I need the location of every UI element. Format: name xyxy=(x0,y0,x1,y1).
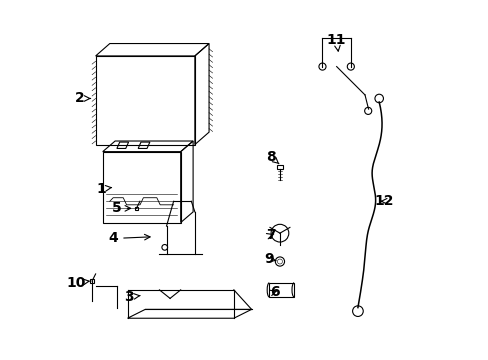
Bar xyxy=(134,207,138,210)
Text: 7: 7 xyxy=(266,228,275,242)
Text: 12: 12 xyxy=(374,194,393,208)
Text: 5: 5 xyxy=(112,201,130,215)
Text: 3: 3 xyxy=(124,290,140,304)
Text: 1: 1 xyxy=(96,182,111,196)
Text: 2: 2 xyxy=(75,91,90,105)
Text: 8: 8 xyxy=(265,150,278,164)
Bar xyxy=(269,283,293,297)
Text: 4: 4 xyxy=(108,231,150,246)
Text: 11: 11 xyxy=(326,33,346,51)
Text: 9: 9 xyxy=(263,252,276,266)
Bar xyxy=(277,165,282,169)
Bar xyxy=(90,279,94,283)
Text: 10: 10 xyxy=(66,276,89,290)
Text: 6: 6 xyxy=(269,285,279,299)
